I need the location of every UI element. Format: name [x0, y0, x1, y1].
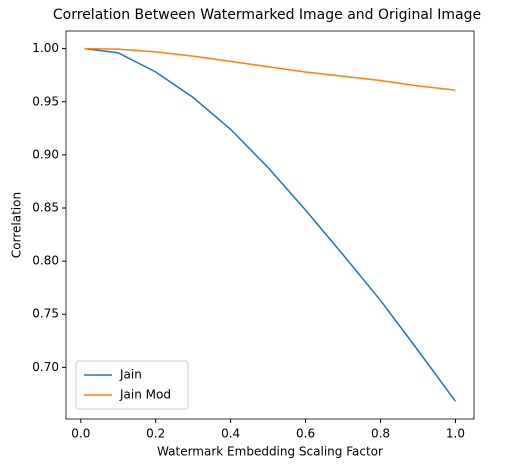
x-tick-label: 0.8	[371, 427, 390, 441]
x-tick-label: 0.6	[296, 427, 315, 441]
x-tick-label: 0.0	[71, 427, 90, 441]
axes-frame	[65, 30, 475, 420]
y-tick-label: 1.00	[32, 41, 59, 55]
y-tick-label: 0.95	[32, 94, 59, 108]
legend-label: Jain	[119, 368, 142, 382]
y-tick-label: 0.80	[32, 254, 59, 268]
line	[84, 47, 456, 91]
x-axis-label: Watermark Embedding Scaling Factor	[157, 445, 383, 459]
y-tick-label: 0.90	[32, 147, 59, 161]
y-tick-label: 0.75	[32, 307, 59, 321]
x-tick-label: 0.2	[146, 427, 165, 441]
x-tick-label: 0.4	[221, 427, 240, 441]
legend-label: Jain Mod	[119, 388, 171, 402]
x-tick-label: 1.0	[446, 427, 465, 441]
y-axis-label: Correlation	[10, 192, 24, 258]
line	[84, 47, 457, 402]
y-tick-label: 0.70	[32, 360, 59, 374]
chart-title: Correlation Between Watermarked Image an…	[53, 7, 481, 23]
legend-box	[75, 360, 189, 410]
y-tick-label: 0.85	[32, 201, 59, 215]
